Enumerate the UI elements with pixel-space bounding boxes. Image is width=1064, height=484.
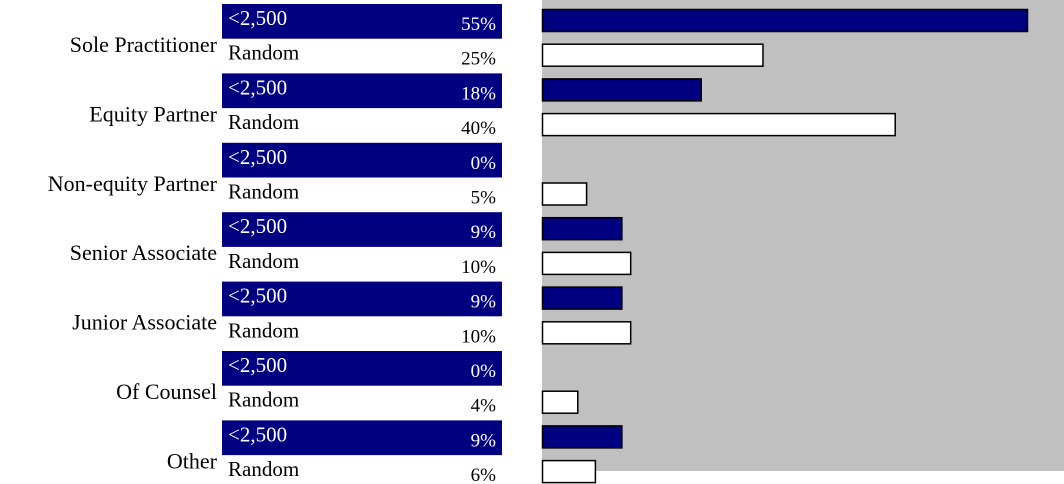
series-name-label: Random <box>228 457 299 481</box>
series-name-label: Random <box>228 180 299 204</box>
series-name-label: Random <box>228 388 299 412</box>
category-label: Other <box>167 448 218 473</box>
category-label: Of Counsel <box>116 379 217 404</box>
category-label: Sole Practitioner <box>70 32 218 57</box>
series-name-label: Random <box>228 110 299 134</box>
data-label: 18% <box>461 83 496 104</box>
data-label: 5% <box>471 188 497 209</box>
bar <box>541 8 1029 33</box>
series-name-label: Random <box>228 41 299 65</box>
series-row-background <box>222 4 502 39</box>
series-row-background <box>222 142 502 178</box>
series-name-label: Random <box>228 249 299 273</box>
category-label: Non-equity Partner <box>48 171 218 196</box>
series-name-label: <2,500 <box>228 422 287 446</box>
data-label: 9% <box>471 292 497 313</box>
series-row-background <box>222 420 502 456</box>
series-name-label: <2,500 <box>228 6 287 30</box>
series-name-label: <2,500 <box>228 284 287 308</box>
label-table: Sole Practitioner <2,500 55% Random 25% Equit… <box>48 4 502 484</box>
bar <box>541 321 632 345</box>
series-row-background <box>222 73 502 109</box>
series-name-label: Random <box>228 318 299 342</box>
bar <box>541 78 702 102</box>
series-row-background <box>222 212 502 247</box>
data-label: 6% <box>471 465 497 484</box>
bar <box>541 251 632 276</box>
bar <box>541 43 764 67</box>
data-label: 0% <box>471 153 497 174</box>
series-name-label: <2,500 <box>228 214 287 238</box>
series-name-label: <2,500 <box>228 75 287 99</box>
bar <box>541 112 896 137</box>
data-label: 25% <box>461 49 496 70</box>
series-name-label: <2,500 <box>228 353 287 377</box>
data-label: 9% <box>471 430 497 451</box>
bar <box>541 286 623 310</box>
data-label: 9% <box>471 222 497 243</box>
bar <box>541 390 579 414</box>
category-label: Equity Partner <box>89 101 217 126</box>
data-label: 4% <box>471 396 497 417</box>
series-name-label: <2,500 <box>228 145 287 169</box>
bar <box>541 182 588 206</box>
series-row-background <box>222 281 502 317</box>
bar <box>541 459 597 484</box>
data-label: 10% <box>461 257 496 278</box>
category-label: Junior Associate <box>72 310 217 335</box>
data-label: 10% <box>461 326 496 347</box>
data-label: 55% <box>461 14 496 35</box>
category-label: Senior Associate <box>70 240 217 265</box>
bar <box>541 425 623 449</box>
bar <box>541 216 623 241</box>
bar-area <box>541 8 1029 484</box>
data-label: 0% <box>471 361 497 382</box>
series-row-background <box>222 351 502 386</box>
data-label: 40% <box>461 118 496 139</box>
